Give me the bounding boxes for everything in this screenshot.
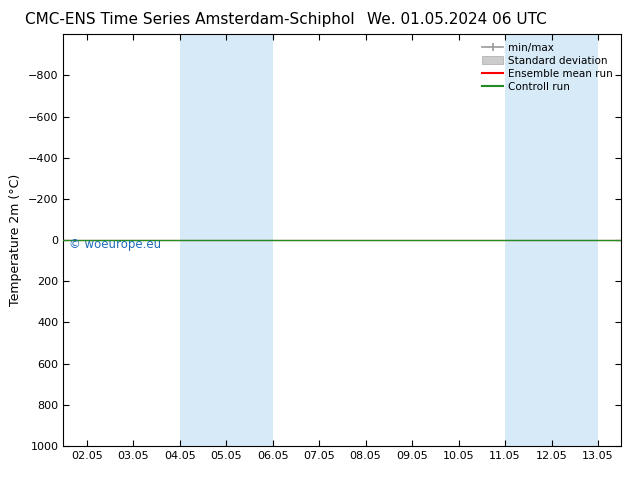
Text: We. 01.05.2024 06 UTC: We. 01.05.2024 06 UTC — [366, 12, 547, 27]
Bar — [505, 34, 598, 446]
Text: © woeurope.eu: © woeurope.eu — [69, 238, 161, 251]
Text: CMC-ENS Time Series Amsterdam-Schiphol: CMC-ENS Time Series Amsterdam-Schiphol — [25, 12, 355, 27]
Bar — [179, 34, 273, 446]
Y-axis label: Temperature 2m (°C): Temperature 2m (°C) — [10, 174, 22, 306]
Legend: min/max, Standard deviation, Ensemble mean run, Controll run: min/max, Standard deviation, Ensemble me… — [479, 40, 616, 95]
